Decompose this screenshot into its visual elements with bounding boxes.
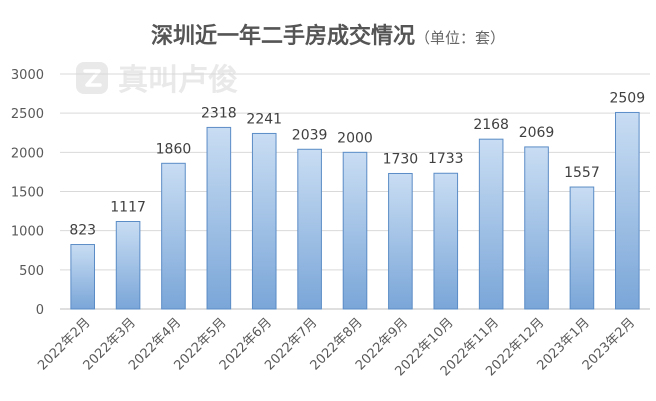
data-label: 2069 xyxy=(519,125,555,141)
bar xyxy=(569,186,595,310)
y-tick-label: 2500 xyxy=(11,107,44,122)
chart-title-main: 深圳近一年二手房成交情况 xyxy=(151,23,415,49)
data-label: 2241 xyxy=(246,111,282,127)
y-tick-label: 500 xyxy=(19,264,44,279)
y-tick-label: 1000 xyxy=(11,225,44,240)
data-label: 1860 xyxy=(156,141,192,157)
chart-title-unit: （单位：套） xyxy=(415,29,505,47)
bar xyxy=(342,151,368,310)
bar xyxy=(251,132,277,310)
data-labels: 823 1117 1860 2318 2241 2039 2000 1730 1733 2168 2… xyxy=(69,90,645,238)
bar xyxy=(297,148,322,310)
data-label: 1733 xyxy=(428,151,464,167)
chart-title: 深圳近一年二手房成交情况（单位：套） xyxy=(151,23,505,49)
bar xyxy=(433,172,459,310)
bar xyxy=(478,138,504,310)
bar xyxy=(115,221,141,310)
watermark-text: 真叫卢俊 xyxy=(118,63,238,98)
data-label: 2318 xyxy=(201,105,237,121)
data-label: 1117 xyxy=(110,200,146,216)
bars xyxy=(70,111,640,310)
data-label: 2509 xyxy=(609,90,645,106)
bar xyxy=(161,162,186,310)
data-label: 1730 xyxy=(383,151,419,167)
y-tick-label: 2000 xyxy=(11,146,44,161)
y-tick-label: 0 xyxy=(36,303,44,318)
bar xyxy=(615,111,640,310)
data-label: 2168 xyxy=(473,117,509,133)
data-label: 2039 xyxy=(292,127,328,143)
bar xyxy=(388,172,413,310)
watermark: 真叫卢俊 xyxy=(76,62,238,98)
x-axis-ticks: 2022年2月2022年3月2022年4月2022年5月2022年6月2022年… xyxy=(35,315,638,379)
bar xyxy=(70,244,95,310)
y-tick-label: 3000 xyxy=(11,68,44,83)
y-tick-label: 1500 xyxy=(11,186,44,201)
data-label: 1557 xyxy=(564,165,600,181)
z-logo-glyph xyxy=(83,69,102,87)
y-axis-ticks: 0 500 1000 1500 2000 2500 3000 xyxy=(11,68,44,318)
data-label: 823 xyxy=(69,223,96,239)
bar xyxy=(524,146,549,310)
data-label: 2000 xyxy=(337,130,373,146)
bar xyxy=(206,126,232,310)
